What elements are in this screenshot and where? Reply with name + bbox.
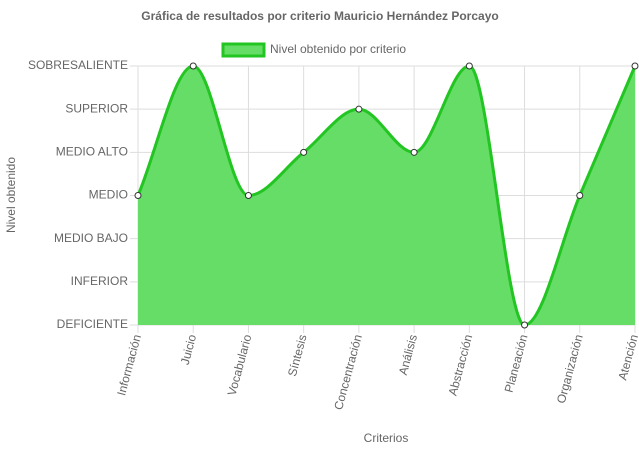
x-tick-label: Vocabulario xyxy=(225,333,255,398)
point xyxy=(189,62,197,70)
point xyxy=(244,192,252,199)
point xyxy=(465,62,473,70)
y-tick-label: DEFICIENTE xyxy=(57,317,128,331)
y-axis-title: Nivel obtenido xyxy=(4,157,18,233)
y-tick-label: MEDIO ALTO xyxy=(56,145,128,159)
x-tick-label: Planeación xyxy=(502,333,531,394)
area xyxy=(138,66,635,325)
point xyxy=(355,105,363,113)
x-tick-label: Abstracción xyxy=(446,333,476,397)
x-tick-label: Organización xyxy=(554,333,586,405)
y-tick-label: MEDIO xyxy=(89,188,128,202)
x-tick-label: Análisis xyxy=(396,333,420,377)
chart-title: Gráfica de resultados por criterio Mauri… xyxy=(141,9,498,23)
x-tick-label: Concentración xyxy=(331,333,365,411)
x-tick-label: Información xyxy=(114,333,144,397)
x-tick-label: Síntesis xyxy=(285,333,310,378)
y-tick-label: MEDIO BAJO xyxy=(54,231,128,245)
x-axis-title: Criterios xyxy=(364,431,409,445)
point xyxy=(300,148,308,156)
legend-swatch xyxy=(221,42,266,58)
y-tick-label: SOBRESALIENTE xyxy=(28,58,128,72)
point xyxy=(410,148,418,156)
point xyxy=(134,192,142,199)
x-tick-label: Atención xyxy=(615,333,639,382)
x-tick-label: Juicio xyxy=(178,333,200,367)
legend-label: Nivel obtenido por criterio xyxy=(270,42,406,56)
point xyxy=(521,321,529,329)
y-tick-label: INFERIOR xyxy=(71,274,129,288)
point xyxy=(576,192,584,199)
point xyxy=(631,62,639,70)
y-tick-label: SUPERIOR xyxy=(65,101,128,115)
